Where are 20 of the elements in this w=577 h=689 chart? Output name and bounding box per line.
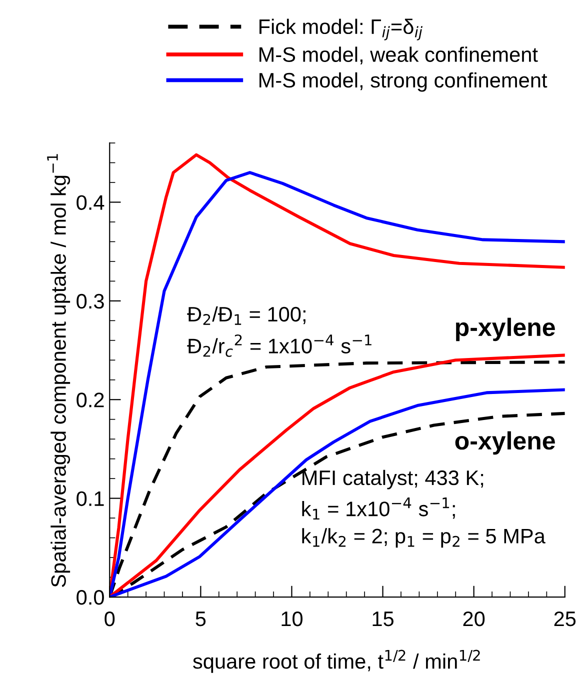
x-tick-label: 10 (282, 611, 303, 626)
legend-label: M-S model, weak confinement (260, 46, 538, 64)
x-tick-label: 15 (372, 612, 394, 626)
x-tick-label: 5 (196, 612, 206, 626)
text: Đ$_{2}$/Đ$_{1}$ = 100; Đ$_{2}$/r$_{c}$$^{2}$ = 1x10$^{−4}$ s$^{−1}$ (187, 306, 372, 357)
y-axis-title: Spatial-averaged component uptake / mol kg$^{−1}$ (47, 154, 70, 587)
y-tick-label: 0.0 (76, 590, 104, 605)
x-tick-label: 25 (554, 611, 576, 626)
text: MFI catalyst; 433 K; k$_{1}$ = 1x10$^{−4}$ s$^{−1}$; k$_{1}$/k$_{2}$ = 2; p$_{1}$ = p$_{2}$ = 5 MPa (302, 470, 546, 548)
x-axis-title: square root of time, t$^{1/2}$ / min$^{1/2}$ (193, 650, 480, 673)
annotation: o-xylene (455, 431, 555, 455)
y-tick-label: 0.2 (76, 392, 104, 408)
legend-label: M-S model, strong confinement (260, 72, 548, 92)
legend-label: Fick model: Γ$_{ij}$=δ$_{ij}$ (260, 18, 422, 40)
y-tick-label: 0.4 (76, 195, 104, 210)
x-tick-label: 0 (104, 611, 115, 626)
y-tick-label: 0.3 (76, 294, 104, 309)
x-tick-label: 20 (463, 611, 485, 626)
y-tick-label: 0.1 (76, 491, 104, 506)
annotation: p-xylene (456, 318, 555, 342)
